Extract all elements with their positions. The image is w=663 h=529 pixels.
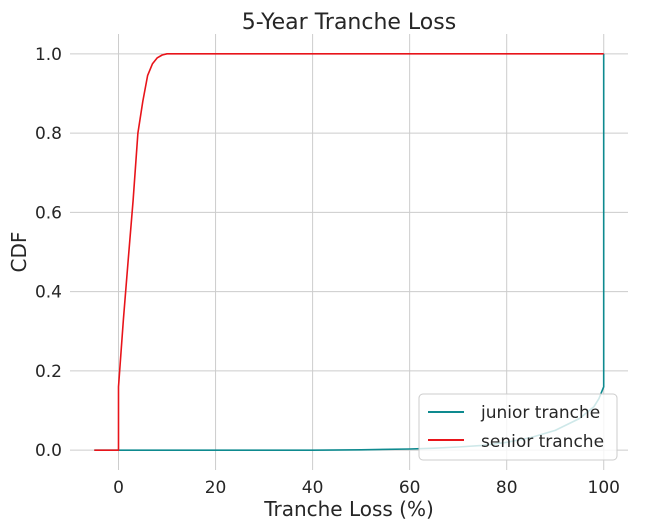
y-axis-label: CDF bbox=[7, 232, 31, 273]
x-tick-label: 100 bbox=[588, 478, 620, 498]
y-tick-label: 0.8 bbox=[35, 124, 62, 144]
x-tick-label: 80 bbox=[496, 478, 518, 498]
y-tick-label: 0.2 bbox=[35, 362, 62, 382]
y-tick-label: 0.4 bbox=[35, 283, 62, 303]
legend-label-senior: senior tranche bbox=[481, 432, 604, 452]
grid bbox=[70, 34, 628, 470]
legend: junior tranche senior tranche bbox=[418, 393, 618, 461]
x-tick-label: 20 bbox=[205, 478, 227, 498]
legend-label-junior: junior tranche bbox=[480, 403, 600, 423]
series-line-1 bbox=[94, 52, 604, 452]
legend-box bbox=[418, 393, 618, 461]
y-tick-label: 0.0 bbox=[35, 441, 62, 461]
x-tick-label: 0 bbox=[113, 478, 124, 498]
chart-title: 5-Year Tranche Loss bbox=[242, 10, 456, 35]
y-tick-label: 1.0 bbox=[35, 45, 62, 65]
tick-labels: 0 20 40 60 80 100 0.0 0.2 0.4 0.6 0.8 1.0 bbox=[35, 45, 620, 498]
x-tick-label: 60 bbox=[399, 478, 421, 498]
x-axis-label: Tranche Loss (%) bbox=[263, 497, 434, 521]
y-tick-label: 0.6 bbox=[35, 203, 62, 223]
x-tick-label: 40 bbox=[302, 478, 324, 498]
